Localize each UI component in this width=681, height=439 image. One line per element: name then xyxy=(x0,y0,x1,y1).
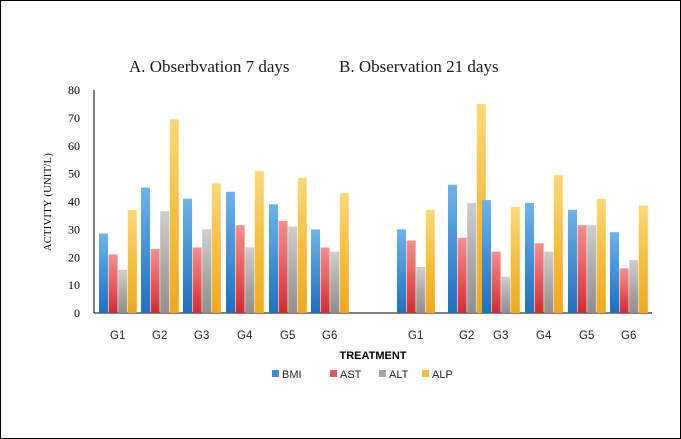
bar-alt-g6-panel-a xyxy=(330,251,340,313)
panel-title-b: B. Observation 21 days xyxy=(339,57,499,76)
bar-alp-g3-panel-b xyxy=(510,207,520,313)
legend: BMI AST ALT ALP xyxy=(272,369,453,381)
bar-ast-g1-panel-b xyxy=(406,240,416,313)
category-label: G1 xyxy=(408,330,423,342)
y-tick-label: 80 xyxy=(68,83,80,97)
bar-bmi-g5-panel-a xyxy=(269,204,278,313)
bar-bmi-g3-panel-b xyxy=(482,200,491,313)
bar-ast-g3-panel-a xyxy=(192,247,202,313)
bar-alp-g2-panel-b xyxy=(476,103,486,313)
bar-bmi-g5-panel-b xyxy=(568,209,577,313)
bar-alt-g4-panel-b xyxy=(544,251,554,313)
bar-alp-g5-panel-b xyxy=(596,198,606,313)
category-label: G3 xyxy=(493,330,508,342)
bar-alt-g6-panel-b xyxy=(629,260,639,313)
legend-label-ast: AST xyxy=(340,369,362,381)
category-label: G2 xyxy=(459,330,474,342)
bar-alp-g4-panel-b xyxy=(553,175,563,313)
bar-ast-g1-panel-a xyxy=(108,254,118,313)
bar-alt-g1-panel-a xyxy=(118,269,128,313)
y-tick-label: 0 xyxy=(74,306,80,320)
bar-ast-g6-panel-a xyxy=(320,247,330,313)
bar-bmi-g2-panel-a xyxy=(141,187,150,313)
bar-bmi-g6-panel-b xyxy=(610,232,619,313)
bar-bmi-g2-panel-b xyxy=(448,184,457,313)
bar-alt-g1-panel-b xyxy=(416,267,426,313)
bar-alt-g2-panel-a xyxy=(160,211,170,313)
bar-ast-g2-panel-b xyxy=(457,237,467,313)
bar-bmi-g4-panel-b xyxy=(525,202,534,313)
y-tick-label: 50 xyxy=(68,167,80,181)
category-label: G4 xyxy=(237,330,253,342)
bar-ast-g3-panel-b xyxy=(491,251,501,313)
bar-alt-g3-panel-a xyxy=(202,229,212,313)
bar-bmi-g6-panel-a xyxy=(311,229,320,313)
bar-alp-g2-panel-a xyxy=(169,119,179,313)
category-label: G6 xyxy=(621,330,636,342)
legend-swatch-bmi xyxy=(272,370,279,377)
x-axis-label: TREATMENT xyxy=(339,350,406,362)
bar-ast-g2-panel-a xyxy=(150,248,160,313)
legend-label-bmi: BMI xyxy=(282,369,302,381)
bar-ast-g4-panel-b xyxy=(534,243,544,313)
bar-bmi-g1-panel-b xyxy=(397,229,406,313)
bars xyxy=(99,103,648,313)
y-tick-label: 60 xyxy=(68,139,80,153)
legend-swatch-ast xyxy=(330,370,337,377)
legend-swatch-alp xyxy=(422,370,429,377)
category-label: G6 xyxy=(322,330,337,342)
bar-bmi-g4-panel-a xyxy=(226,191,235,313)
bar-alp-g5-panel-a xyxy=(297,177,307,313)
legend-swatch-alt xyxy=(379,370,386,377)
y-tick-label: 30 xyxy=(68,222,80,236)
bar-alt-g5-panel-a xyxy=(288,226,298,313)
bar-ast-g4-panel-a xyxy=(235,225,245,313)
y-tick-label: 10 xyxy=(68,278,80,292)
bar-alp-g4-panel-a xyxy=(254,170,264,313)
category-label: G4 xyxy=(536,330,552,342)
category-label: G3 xyxy=(194,330,209,342)
bar-ast-g5-panel-a xyxy=(278,221,288,313)
bar-bmi-g3-panel-a xyxy=(183,198,192,313)
category-label: G5 xyxy=(280,330,295,342)
panel-title-a: A. Obserbvation 7 days xyxy=(129,57,290,76)
category-label: G1 xyxy=(110,330,125,342)
bar-ast-g5-panel-b xyxy=(577,225,587,313)
bar-alt-g2-panel-b xyxy=(467,202,477,313)
y-tick-label: 20 xyxy=(68,250,80,264)
bar-alt-g5-panel-b xyxy=(587,225,597,313)
category-label: G5 xyxy=(579,330,594,342)
category-labels: G1 G2 G3 G4 G5 G6 G1 G2 G3 G4 G5 G6 xyxy=(110,330,636,342)
bar-bmi-g1-panel-a xyxy=(99,233,108,313)
bar-alp-g6-panel-a xyxy=(339,193,349,313)
bar-alp-g6-panel-b xyxy=(638,205,648,313)
bar-ast-g6-panel-b xyxy=(619,268,629,313)
bar-alt-g4-panel-a xyxy=(245,247,255,313)
y-tick-label: 70 xyxy=(68,111,80,125)
bar-alt-g3-panel-b xyxy=(501,276,511,313)
bar-alp-g1-panel-b xyxy=(425,209,435,313)
category-label: G2 xyxy=(152,330,167,342)
y-axis-label: ACTIVITY (UNIT/L) xyxy=(43,153,54,252)
legend-label-alp: ALP xyxy=(432,369,453,381)
legend-label-alt: ALT xyxy=(389,369,409,381)
bar-alp-g1-panel-a xyxy=(127,209,137,313)
y-ticks: 0 10 20 30 40 50 60 70 80 xyxy=(68,83,80,320)
bar-alp-g3-panel-a xyxy=(211,183,221,313)
y-tick-label: 40 xyxy=(68,195,80,209)
